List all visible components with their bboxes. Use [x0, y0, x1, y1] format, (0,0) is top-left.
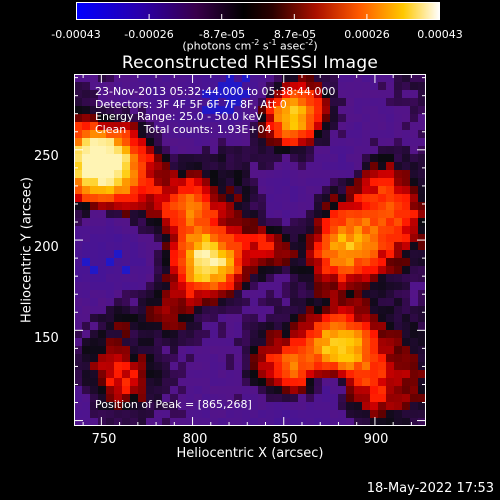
plot-title: Reconstructed RHESSI Image: [121, 53, 379, 73]
x-tick-label: 850: [272, 432, 298, 447]
y-tick-label: 200: [34, 240, 59, 255]
colorbar-tick-label: -0.00026: [124, 28, 174, 41]
peak-position: Position of Peak = [865,268]: [95, 398, 252, 411]
energy-range: Energy Range: 25.0 - 50.0 keV: [95, 110, 263, 123]
colorbar-tick-label: -0.00043: [51, 28, 101, 41]
colorbar: [76, 2, 440, 20]
heatmap-cells: [74, 74, 426, 426]
x-tick-label: 800: [182, 432, 208, 447]
clean-total-counts: Clean Total counts: 1.93E+04: [95, 122, 272, 136]
x-tick-label: 750: [91, 432, 117, 447]
x-axis-label: Heliocentric X (arcsec): [176, 446, 324, 461]
x-tick-label: 900: [363, 432, 389, 447]
y-tick-label: 150: [34, 331, 59, 346]
y-tick-label: 250: [34, 149, 59, 164]
colorbar-gradient: [76, 2, 440, 20]
generation-timestamp: 18-May-2022 17:53: [366, 481, 494, 496]
rhessi-image: [74, 74, 426, 426]
colorbar-tick-label: 8.7e-05: [273, 28, 317, 41]
detectors-info: Detectors: 3F 4F 5F 6F 7F 8F, Att 0: [95, 97, 287, 111]
axis-ticks: [74, 74, 426, 426]
image-info-overlay: 23-Nov-2013 05:32:44.000 to 05:38:44.000…: [95, 85, 336, 136]
colorbar-units: (photons cm-2 s-1 asec-2): [182, 38, 318, 53]
colorbar-tick-label: 0.00026: [344, 28, 390, 41]
colorbar-tick-label: 0.00043: [417, 28, 463, 41]
colorbar-tick-label: -8.7e-05: [198, 28, 246, 41]
observation-time: 23-Nov-2013 05:32:44.000 to 05:38:44.000: [95, 85, 336, 98]
plot-frame: [74, 74, 426, 426]
y-axis-label: Heliocentric Y (arcsec): [19, 177, 35, 323]
